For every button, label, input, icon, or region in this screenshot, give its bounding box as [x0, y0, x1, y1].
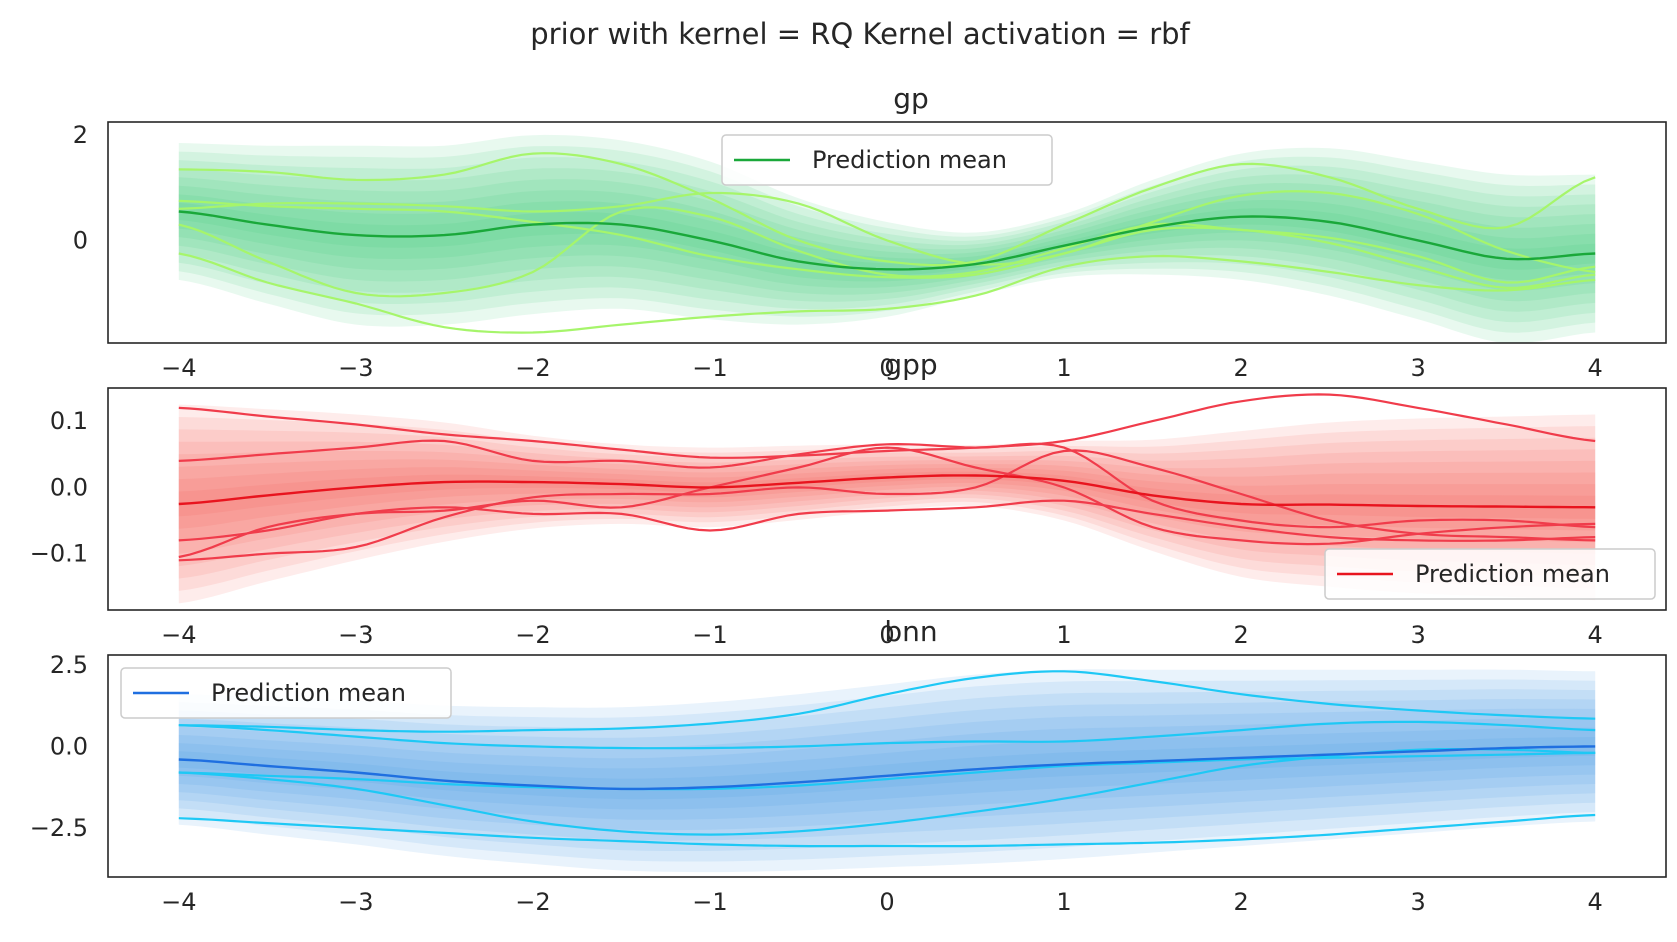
y-tick-label: 2 — [73, 121, 88, 149]
uncertainty-band-1 — [178, 134, 1596, 343]
x-tick-label: 1 — [1056, 354, 1071, 382]
sample-line-5 — [178, 199, 1596, 289]
legend-label: Prediction mean — [211, 679, 406, 707]
sample-line-3 — [178, 206, 1596, 298]
sample-line-2 — [178, 720, 1596, 750]
legend-label: Prediction mean — [812, 146, 1007, 174]
axes-frame — [107, 121, 1667, 344]
x-tick-label: −1 — [692, 354, 727, 382]
sample-line-4 — [178, 252, 1596, 334]
x-tick-label: −2 — [515, 888, 550, 916]
uncertainty-band-5 — [178, 708, 1596, 831]
legend-box — [120, 667, 452, 719]
panel-gpp: gpp −4 −3 −2 −1 0 1 2 3 4 −0.1 0.0 0.1 Prediction mea… — [30, 348, 1667, 649]
x-tick-label: 4 — [1588, 621, 1603, 649]
uncertainty-band-8 — [178, 737, 1596, 800]
uncertainty-band-6 — [178, 718, 1596, 820]
x-tick-label: 4 — [1588, 354, 1603, 382]
y-tick-label: −2.5 — [30, 814, 88, 842]
x-tick-label: 3 — [1410, 621, 1425, 649]
y-tick-label: −0.1 — [30, 540, 88, 568]
uncertainty-band-1 — [178, 404, 1596, 604]
uncertainty-band-8 — [178, 471, 1596, 519]
sample-line-1 — [178, 393, 1596, 459]
legend-box — [1324, 548, 1656, 600]
sample-line-5 — [178, 449, 1596, 562]
y-tick-label: 0.0 — [50, 473, 88, 501]
x-tick-label: −4 — [161, 354, 196, 382]
uncertainty-band-7 — [178, 727, 1596, 810]
x-tick-label: 4 — [1588, 888, 1603, 916]
x-tick-label: −3 — [338, 354, 373, 382]
x-tick-label: −4 — [161, 621, 196, 649]
panel-bnn: bnn −4 −3 −2 −1 0 1 2 3 4 −2.5 0.0 2.5 Prediction mea… — [30, 615, 1667, 916]
x-tick-label: 3 — [1410, 888, 1425, 916]
uncertainty-band-5 — [178, 177, 1596, 302]
plot-area — [178, 393, 1596, 604]
uncertainty-band-2 — [178, 679, 1596, 862]
figure-title: prior with kernel = RQ Kernel activation… — [530, 17, 1190, 51]
plot-area — [178, 669, 1596, 873]
sample-line-2 — [178, 190, 1596, 274]
x-tick-label: −1 — [692, 888, 727, 916]
sample-line-4 — [178, 813, 1596, 848]
plot-area — [178, 134, 1596, 343]
sample-line-4 — [178, 446, 1596, 559]
x-tick-label: 1 — [1056, 621, 1071, 649]
x-tick-label: 2 — [1233, 888, 1248, 916]
x-tick-label: 0 — [879, 888, 894, 916]
prediction-mean-line — [178, 474, 1596, 509]
legend: Prediction mean — [1324, 548, 1656, 600]
uncertainty-band-4 — [178, 699, 1596, 841]
sample-line-1 — [178, 152, 1596, 267]
x-tick-label: −2 — [515, 621, 550, 649]
prediction-mean-line — [178, 745, 1596, 791]
x-tick-label: −1 — [692, 621, 727, 649]
y-tick-label: 2.5 — [50, 651, 88, 679]
panel-title: gpp — [884, 348, 937, 381]
x-tick-label: 1 — [1056, 888, 1071, 916]
x-tick-label: 2 — [1233, 621, 1248, 649]
axes-frame — [107, 387, 1667, 611]
x-tick-label: −3 — [338, 621, 373, 649]
legend-box — [721, 134, 1053, 186]
panel-title: gp — [893, 82, 929, 115]
legend: Prediction mean — [120, 667, 452, 719]
x-tick-label: 3 — [1410, 354, 1425, 382]
x-tick-label: 0 — [879, 354, 894, 382]
x-tick-label: 0 — [879, 621, 894, 649]
x-tick-label: −3 — [338, 888, 373, 916]
uncertainty-band-4 — [178, 441, 1596, 567]
x-tick-label: 2 — [1233, 354, 1248, 382]
panel-title: bnn — [884, 615, 937, 648]
y-tick-label: 0 — [73, 226, 88, 254]
y-tick-label: 0.1 — [50, 407, 88, 435]
legend: Prediction mean — [721, 134, 1053, 186]
prediction-mean-line — [178, 210, 1596, 271]
sample-line-1 — [178, 670, 1596, 733]
legend-label: Prediction mean — [1415, 560, 1610, 588]
axes-frame — [107, 654, 1667, 878]
sample-line-3 — [178, 499, 1596, 542]
panel-gp: gp −4 −3 −2 −1 0 1 2 3 4 0 2 Prediction mean — [73, 82, 1667, 382]
y-tick-label: 0.0 — [50, 732, 88, 760]
x-tick-label: −2 — [515, 354, 550, 382]
sample-line-5 — [178, 751, 1596, 791]
x-tick-label: −4 — [161, 888, 196, 916]
